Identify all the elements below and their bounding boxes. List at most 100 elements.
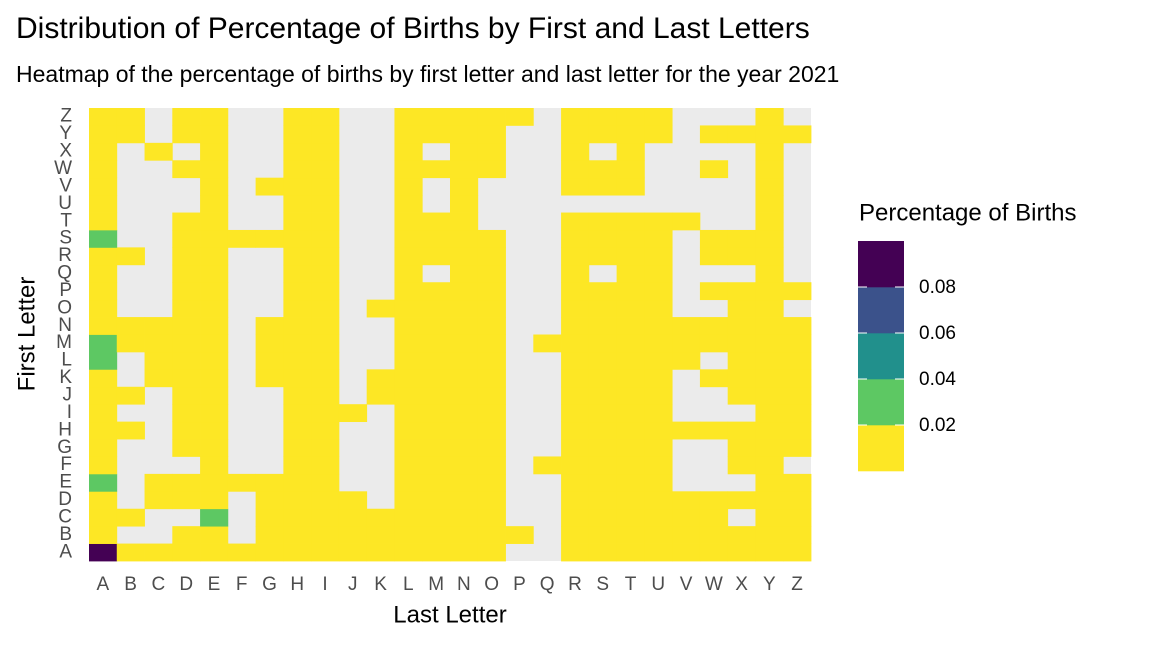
heat-cell xyxy=(561,142,590,161)
y-tick-label: A xyxy=(59,541,72,562)
heat-cell xyxy=(450,282,479,301)
heat-cell xyxy=(311,491,340,510)
legend-swatch xyxy=(858,241,904,288)
heat-cell xyxy=(616,142,645,161)
y-tick-label: Z xyxy=(60,106,72,127)
heat-cell xyxy=(755,543,784,562)
heat-cell xyxy=(283,108,312,126)
heat-cell xyxy=(561,369,590,388)
heat-cell xyxy=(172,229,201,248)
heat-cell xyxy=(366,299,395,318)
heat-cell xyxy=(283,317,312,335)
heat-cell xyxy=(172,160,201,179)
heat-cell xyxy=(422,351,451,370)
heat-cell xyxy=(644,317,673,335)
heat-cell xyxy=(311,351,340,370)
heat-cell xyxy=(561,491,590,510)
heat-cell xyxy=(477,456,506,475)
heat-cell xyxy=(144,543,173,562)
heat-cell xyxy=(200,195,229,213)
heat-cell xyxy=(755,299,784,318)
heat-cell xyxy=(283,195,312,213)
heat-cell xyxy=(450,334,479,353)
heat-cell xyxy=(311,247,340,266)
heat-cell xyxy=(561,526,590,544)
heat-cell xyxy=(200,125,229,144)
heat-cell xyxy=(255,369,284,388)
heat-cell xyxy=(311,508,340,527)
x-tick-label: X xyxy=(735,574,748,595)
heat-cell xyxy=(89,317,118,335)
heat-cell xyxy=(505,526,534,544)
legend-label: 0.06 xyxy=(919,323,956,344)
heat-cell xyxy=(588,160,618,179)
x-tick-label: S xyxy=(596,574,609,595)
heat-cell xyxy=(255,317,284,335)
heat-cell xyxy=(561,247,590,266)
heat-cell xyxy=(450,439,479,457)
y-tick-label: L xyxy=(61,350,72,371)
heat-cell xyxy=(200,264,229,283)
heat-cell xyxy=(394,421,423,440)
heat-cell xyxy=(477,526,506,544)
heat-cell xyxy=(394,526,423,544)
heat-cell xyxy=(283,351,312,370)
x-tick-label: L xyxy=(403,574,414,595)
heat-cell xyxy=(644,334,673,353)
heat-cell xyxy=(89,456,118,475)
heat-cell xyxy=(89,108,118,126)
heat-cell xyxy=(422,491,451,510)
y-tick-label: V xyxy=(59,175,72,196)
heat-cell xyxy=(394,125,423,144)
heat-cell xyxy=(283,421,312,440)
heat-cell xyxy=(561,264,590,283)
heat-cell xyxy=(561,421,590,440)
heat-cell xyxy=(394,508,423,527)
heat-cell xyxy=(672,317,701,335)
heat-cell xyxy=(755,526,784,544)
heat-cell xyxy=(255,543,284,562)
heat-cell xyxy=(477,369,506,388)
heat-cell xyxy=(727,334,756,353)
heat-cell xyxy=(644,421,673,440)
heat-cell xyxy=(422,526,451,544)
heat-cell xyxy=(338,543,368,562)
y-tick-label: P xyxy=(59,280,72,301)
heat-cell xyxy=(616,369,645,388)
heat-cell xyxy=(699,334,729,353)
x-tick-label: R xyxy=(568,574,582,595)
heat-cell xyxy=(311,526,340,544)
heat-cell xyxy=(283,439,312,457)
heat-cell xyxy=(200,212,229,231)
heat-cell xyxy=(644,404,673,423)
heat-cell xyxy=(394,473,423,492)
heat-cell xyxy=(644,247,673,266)
heat-cell xyxy=(116,108,145,126)
heat-cell xyxy=(727,386,756,405)
heat-cell xyxy=(588,125,618,144)
heat-cell xyxy=(727,247,756,266)
heat-cell xyxy=(588,212,618,231)
heat-cell xyxy=(616,299,645,318)
heat-cell xyxy=(561,351,590,370)
x-tick-label: G xyxy=(262,574,277,595)
heat-cell xyxy=(311,160,340,179)
heat-cell xyxy=(588,247,618,266)
heat-cell xyxy=(366,508,395,527)
heat-cell xyxy=(755,317,784,335)
heat-cell xyxy=(477,247,506,266)
heat-cell xyxy=(283,456,312,475)
heat-cell xyxy=(505,108,534,126)
heat-cell xyxy=(394,247,423,266)
heat-cell xyxy=(588,456,618,475)
heat-cell xyxy=(588,229,618,248)
heat-cell xyxy=(311,282,340,301)
heat-cell xyxy=(172,439,201,457)
heat-cell xyxy=(172,299,201,318)
heat-cell xyxy=(727,526,756,544)
heat-cell xyxy=(450,508,479,527)
heat-cell xyxy=(644,543,673,562)
heat-cell xyxy=(644,439,673,457)
heat-cell xyxy=(394,212,423,231)
x-tick-label: P xyxy=(513,574,526,595)
